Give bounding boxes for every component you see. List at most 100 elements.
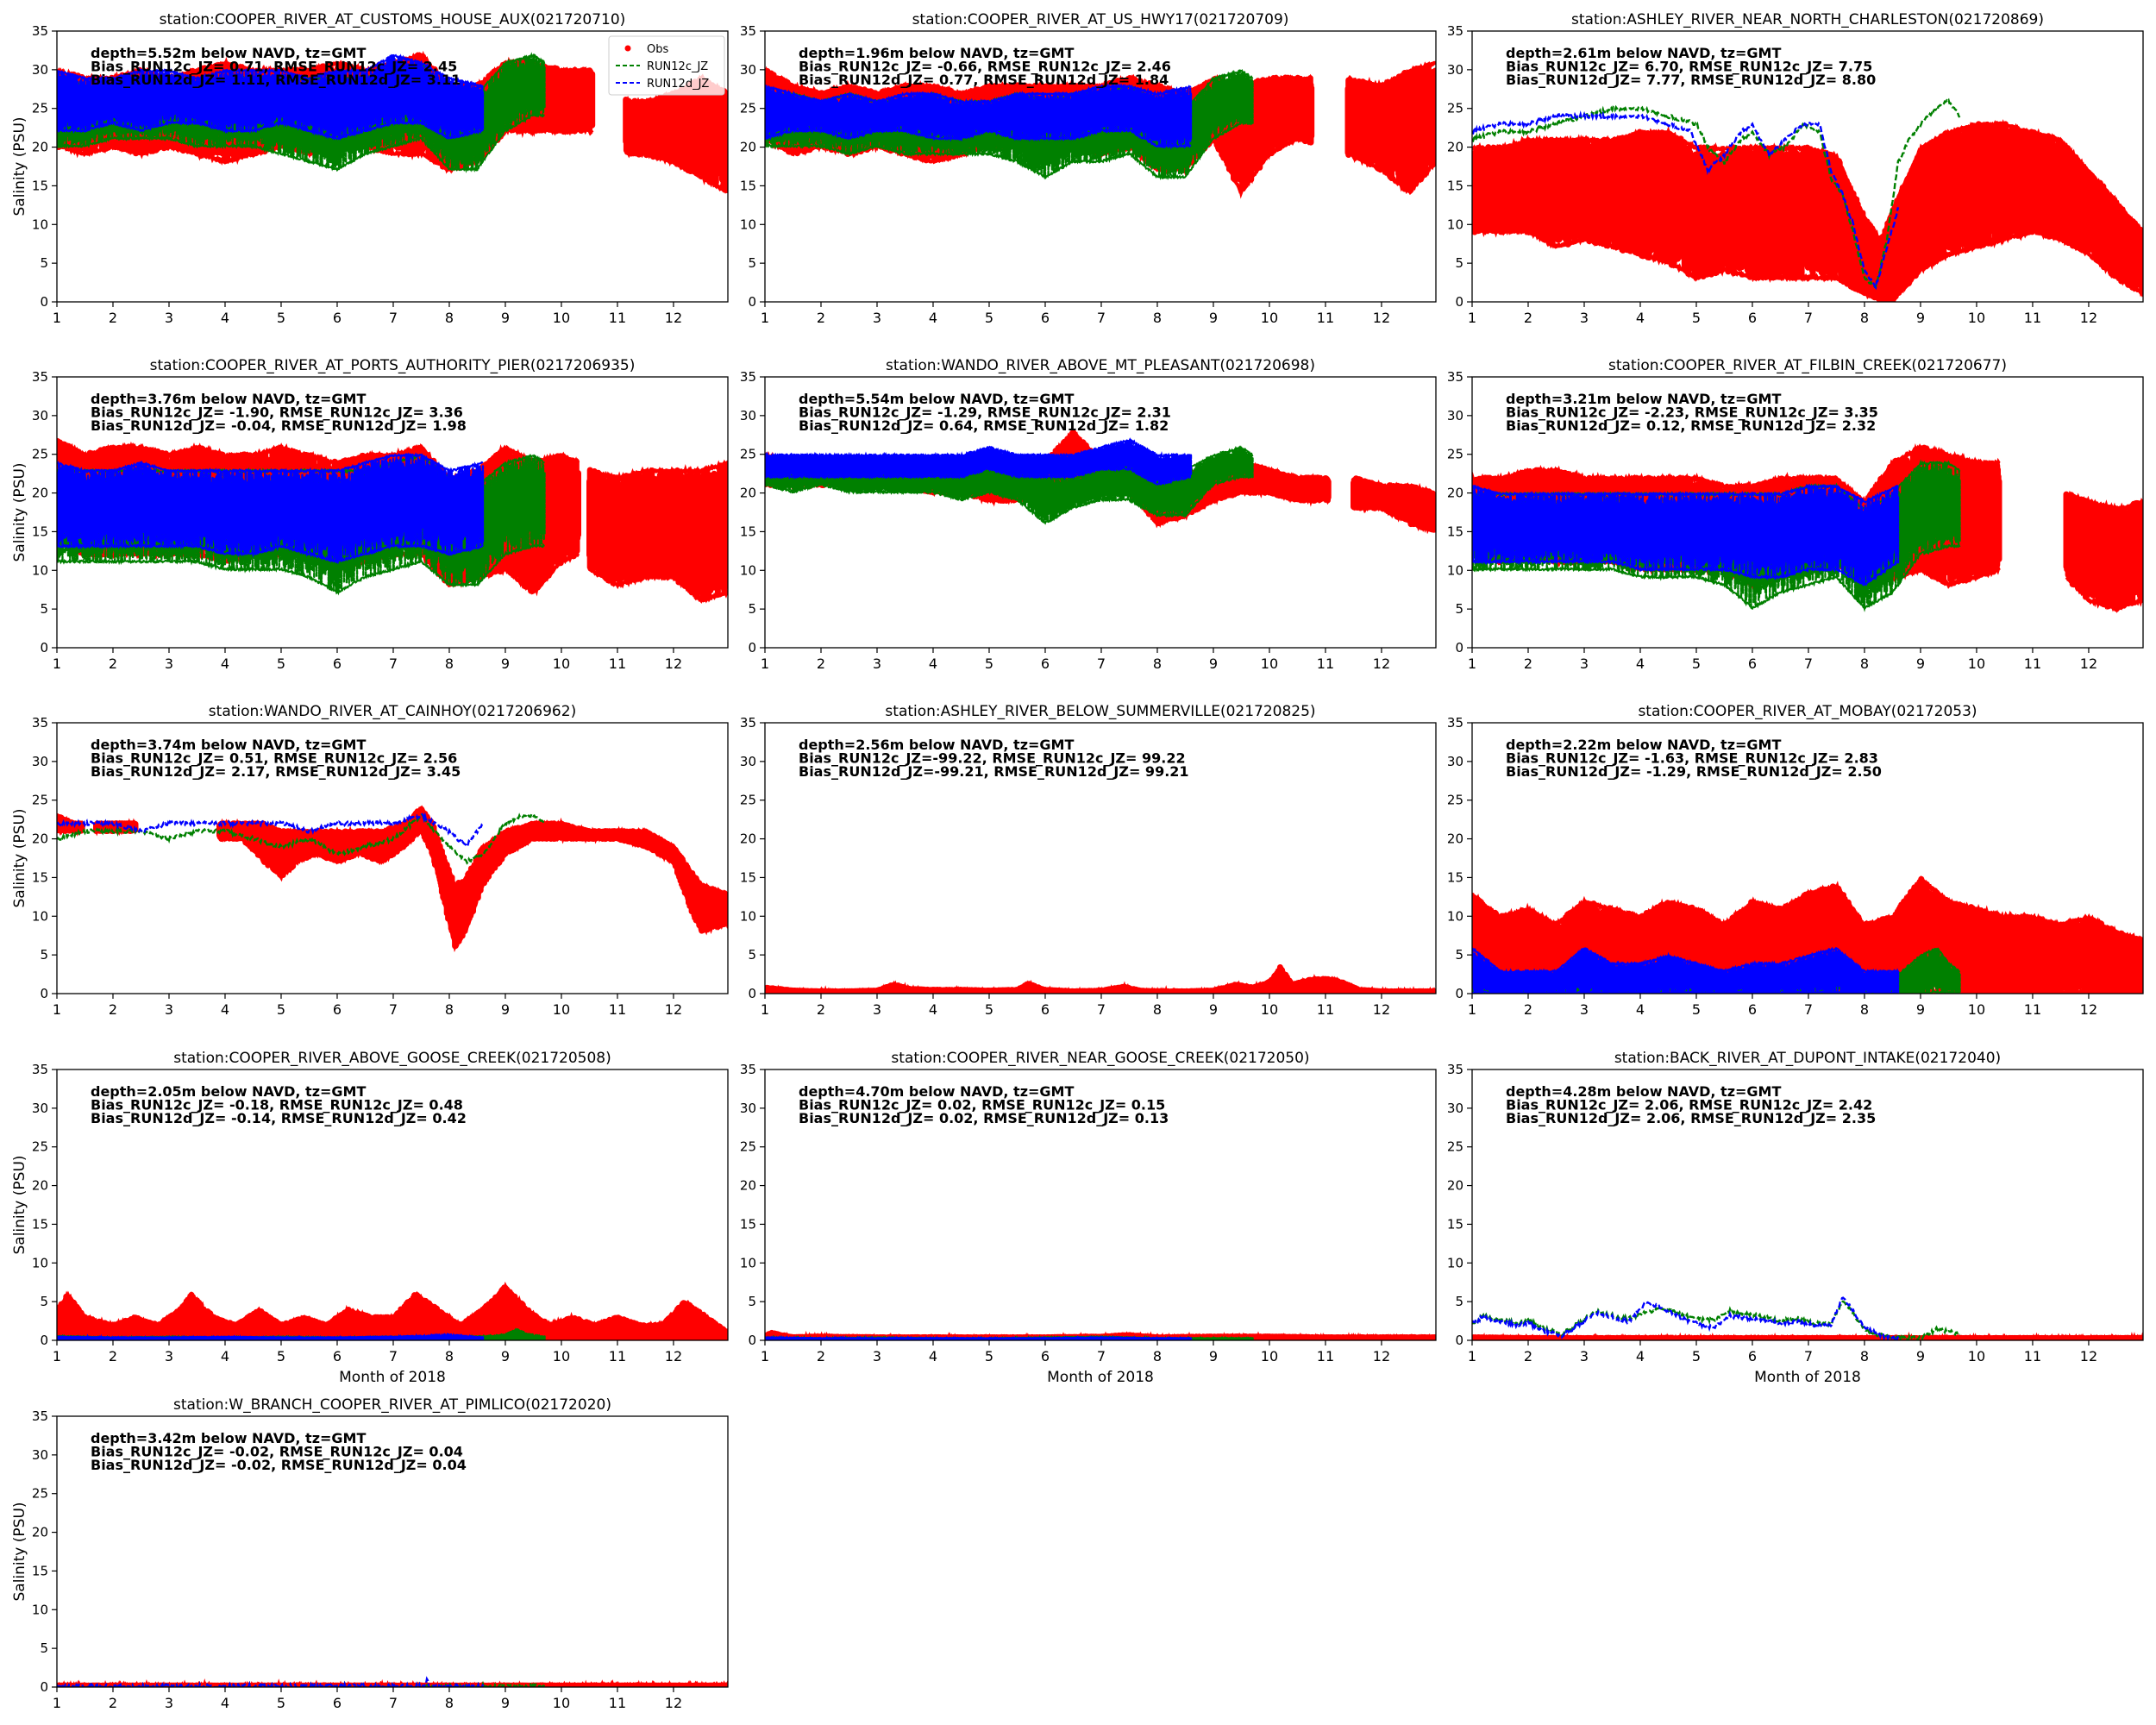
y-tick-label: 10 [32, 1255, 48, 1270]
y-tick-label: 25 [32, 101, 48, 116]
x-tick-label: 7 [389, 1001, 398, 1018]
x-tick-label: 4 [221, 1348, 229, 1364]
series-obs-lower [217, 827, 728, 953]
x-tick-label: 3 [1580, 1001, 1589, 1018]
series-run12d-jz [57, 452, 485, 565]
series-run12d-jz-band [1472, 484, 1900, 586]
x-tick-label: 1 [53, 1695, 61, 1711]
y-tick-label: 20 [32, 1525, 48, 1540]
y-tick-label: 20 [32, 831, 48, 847]
series-obs [1472, 119, 2143, 302]
x-tick-label: 4 [221, 310, 229, 326]
x-tick-label: 4 [1636, 310, 1645, 326]
y-tick-label: 0 [748, 986, 756, 1001]
x-tick-label: 12 [2080, 310, 2097, 326]
x-tick-label: 1 [761, 656, 769, 672]
x-tick-label: 3 [165, 310, 173, 326]
y-tick-label: 5 [40, 255, 48, 271]
series-run12d-jz-band [1472, 947, 1900, 994]
series-obs-band [1344, 62, 1436, 194]
x-tick-label: 11 [2024, 656, 2041, 672]
series-obs-lower [765, 985, 1436, 994]
stats-annotation: depth=5.52m below NAVD, tz=GMT [91, 45, 366, 61]
x-tick-label: 2 [1524, 1348, 1532, 1364]
x-tick-label: 12 [665, 1695, 682, 1711]
y-tick-label: 15 [32, 869, 48, 885]
x-tick-label: 2 [109, 1001, 117, 1018]
subplot-title: station:BACK_RIVER_AT_DUPONT_INTAKE(0217… [1614, 1050, 2001, 1067]
y-tick-label: 0 [748, 294, 756, 310]
x-tick-label: 5 [1692, 656, 1701, 672]
series-obs-band [57, 1284, 728, 1340]
y-tick-label: 35 [1447, 1062, 1463, 1077]
y-tick-label: 30 [740, 1101, 756, 1116]
x-tick-label: 1 [1468, 310, 1476, 326]
series-obs-lower [2065, 574, 2143, 613]
x-tick-label: 6 [333, 1695, 342, 1711]
x-tick-label: 12 [665, 656, 682, 672]
x-tick-label: 6 [333, 656, 342, 672]
subplot-title: station:COOPER_RIVER_AT_MOBAY(02172053) [1638, 703, 1977, 720]
y-tick-label: 20 [740, 486, 756, 501]
y-tick-label: 35 [740, 715, 756, 731]
series-layer [57, 805, 728, 953]
y-tick-label: 10 [32, 216, 48, 232]
series-run12d-jz [1472, 946, 1900, 994]
series-run12c-jz [57, 812, 546, 865]
y-tick-label: 20 [32, 140, 48, 155]
axes-frame [764, 30, 1437, 303]
x-tick-label: 7 [1804, 1348, 1813, 1364]
stats-annotation: Bias_RUN12c_JZ= 0.51, RMSE_RUN12c_JZ= 2.… [91, 750, 457, 767]
stats-annotation: depth=2.61m below NAVD, tz=GMT [1506, 45, 1781, 61]
series-run12d-jz [1472, 483, 1900, 586]
x-tick-label: 7 [1097, 1001, 1106, 1018]
x-tick-label: 10 [1261, 310, 1278, 326]
stats-annotation: Bias_RUN12d_JZ= 0.77, RMSE_RUN12d_JZ= 1.… [799, 72, 1169, 88]
stats-annotation: Bias_RUN12c_JZ=-99.22, RMSE_RUN12c_JZ= 9… [799, 750, 1186, 767]
x-tick-label: 6 [333, 310, 342, 326]
series-run12d-jz-band [765, 438, 1193, 485]
x-tick-label: 10 [1968, 1001, 1985, 1018]
y-tick-label: 20 [1447, 831, 1463, 847]
y-tick-label: 20 [740, 1178, 756, 1194]
x-tick-label: 12 [2080, 1348, 2097, 1364]
x-tick-label: 10 [1261, 1348, 1278, 1364]
x-tick-label: 5 [985, 310, 993, 326]
x-tick-label: 8 [445, 656, 454, 672]
stats-annotation: depth=3.76m below NAVD, tz=GMT [91, 391, 366, 407]
stats-annotation: Bias_RUN12c_JZ= -1.63, RMSE_RUN12c_JZ= 2… [1506, 750, 1878, 767]
series-obs-upper [1472, 443, 2001, 507]
x-tick-label: 5 [277, 310, 285, 326]
legend: Obs RUN12c_JZ RUN12d_JZ [608, 35, 725, 96]
legend-label: Obs [647, 43, 668, 56]
x-tick-label: 11 [2024, 1001, 2041, 1018]
y-tick-label: 20 [32, 1178, 48, 1194]
x-tick-label: 1 [1468, 1348, 1476, 1364]
series-run12d-jz-upper [1472, 946, 1899, 975]
stats-annotation: Bias_RUN12c_JZ= 6.70, RMSE_RUN12c_JZ= 7.… [1506, 59, 1872, 75]
series-layer [57, 1281, 728, 1340]
y-tick-label: 30 [32, 62, 48, 78]
y-tick-label: 10 [1447, 216, 1463, 232]
x-tick-label: 8 [445, 1348, 454, 1364]
series-run12c-jz-lower [57, 543, 545, 596]
series-run12d-jz-lower [57, 1334, 484, 1340]
x-tick-label: 1 [53, 656, 61, 672]
series-layer [57, 437, 728, 604]
y-tick-label: 15 [1447, 178, 1463, 193]
y-tick-label: 5 [1455, 947, 1463, 963]
x-tick-label: 9 [1916, 310, 1925, 326]
stats-annotation: Bias_RUN12d_JZ= -0.02, RMSE_RUN12d_JZ= 0… [91, 1457, 467, 1473]
series-run12d-jz-lower [1472, 988, 1899, 994]
y-tick-label: 5 [40, 1294, 48, 1309]
x-tick-label: 2 [109, 310, 117, 326]
series-obs-lower [1472, 223, 2143, 302]
y-tick-label: 5 [1455, 1294, 1463, 1309]
series-obs-upper [1352, 475, 1436, 497]
stats-annotation: Bias_RUN12d_JZ= 0.12, RMSE_RUN12d_JZ= 2.… [1506, 417, 1876, 434]
x-tick-label: 12 [1373, 656, 1390, 672]
x-tick-label: 9 [1916, 656, 1925, 672]
